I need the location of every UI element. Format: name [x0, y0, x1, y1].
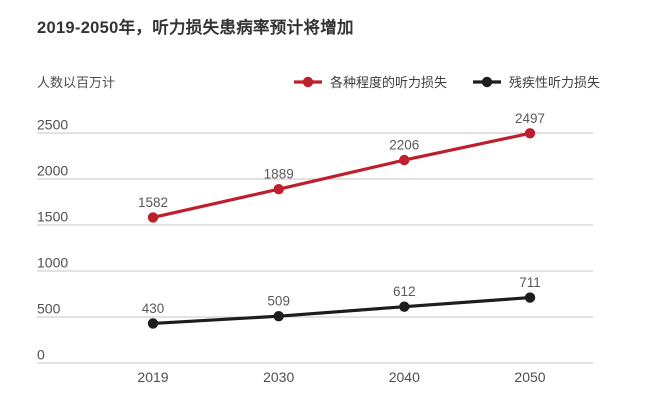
data-point-label: 509: [267, 294, 290, 309]
data-point: [273, 310, 284, 322]
data-point-label: 430: [142, 301, 165, 316]
legend-item-disabling-hearing-loss: 残疾性听力损失: [472, 72, 600, 91]
data-point: [399, 301, 410, 312]
data-point: [399, 154, 410, 166]
data-point-label: 2206: [389, 138, 419, 153]
x-tick-label: 2030: [263, 369, 294, 385]
y-tick-label: 1000: [37, 255, 68, 271]
legend-line-dot-icon: [293, 76, 322, 87]
data-point: [273, 184, 284, 195]
data-point-label: 1889: [264, 167, 294, 182]
x-tick-label: 2019: [137, 369, 168, 385]
series-line-1: [151, 295, 532, 326]
legend-line-dot-icon: [472, 76, 501, 87]
series-line-0: [151, 131, 532, 220]
data-point-label: 612: [393, 284, 416, 299]
y-tick-label: 2000: [37, 163, 68, 179]
data-point-label: 1582: [138, 195, 168, 210]
legend-label-disabling-hearing-loss: 残疾性听力损失: [508, 75, 600, 90]
x-tick-label: 2050: [514, 369, 545, 385]
legend-item-all-degrees-hearing-loss: 各种程度的听力损失: [293, 72, 447, 91]
data-point-label: 2497: [515, 111, 545, 126]
chart-title: 2019-2050年，听力损失患病率预计将增加: [37, 19, 354, 37]
y-tick-label: 0: [37, 347, 45, 363]
data-point-label: 711: [519, 275, 541, 290]
data-point: [524, 128, 536, 139]
y-tick-label: 2500: [37, 117, 68, 133]
x-tick-label: 2040: [389, 369, 420, 385]
data-point: [524, 292, 536, 303]
data-point: [147, 212, 159, 223]
legend: 各种程度的听力损失 残疾性听力损失: [293, 72, 600, 91]
y-tick-label: 1500: [37, 209, 68, 225]
data-point: [147, 318, 159, 329]
legend-label-all-degrees-hearing-loss: 各种程度的听力损失: [329, 75, 447, 90]
y-axis-unit-label: 人数以百万计: [37, 75, 116, 90]
y-tick-label: 500: [37, 301, 61, 317]
